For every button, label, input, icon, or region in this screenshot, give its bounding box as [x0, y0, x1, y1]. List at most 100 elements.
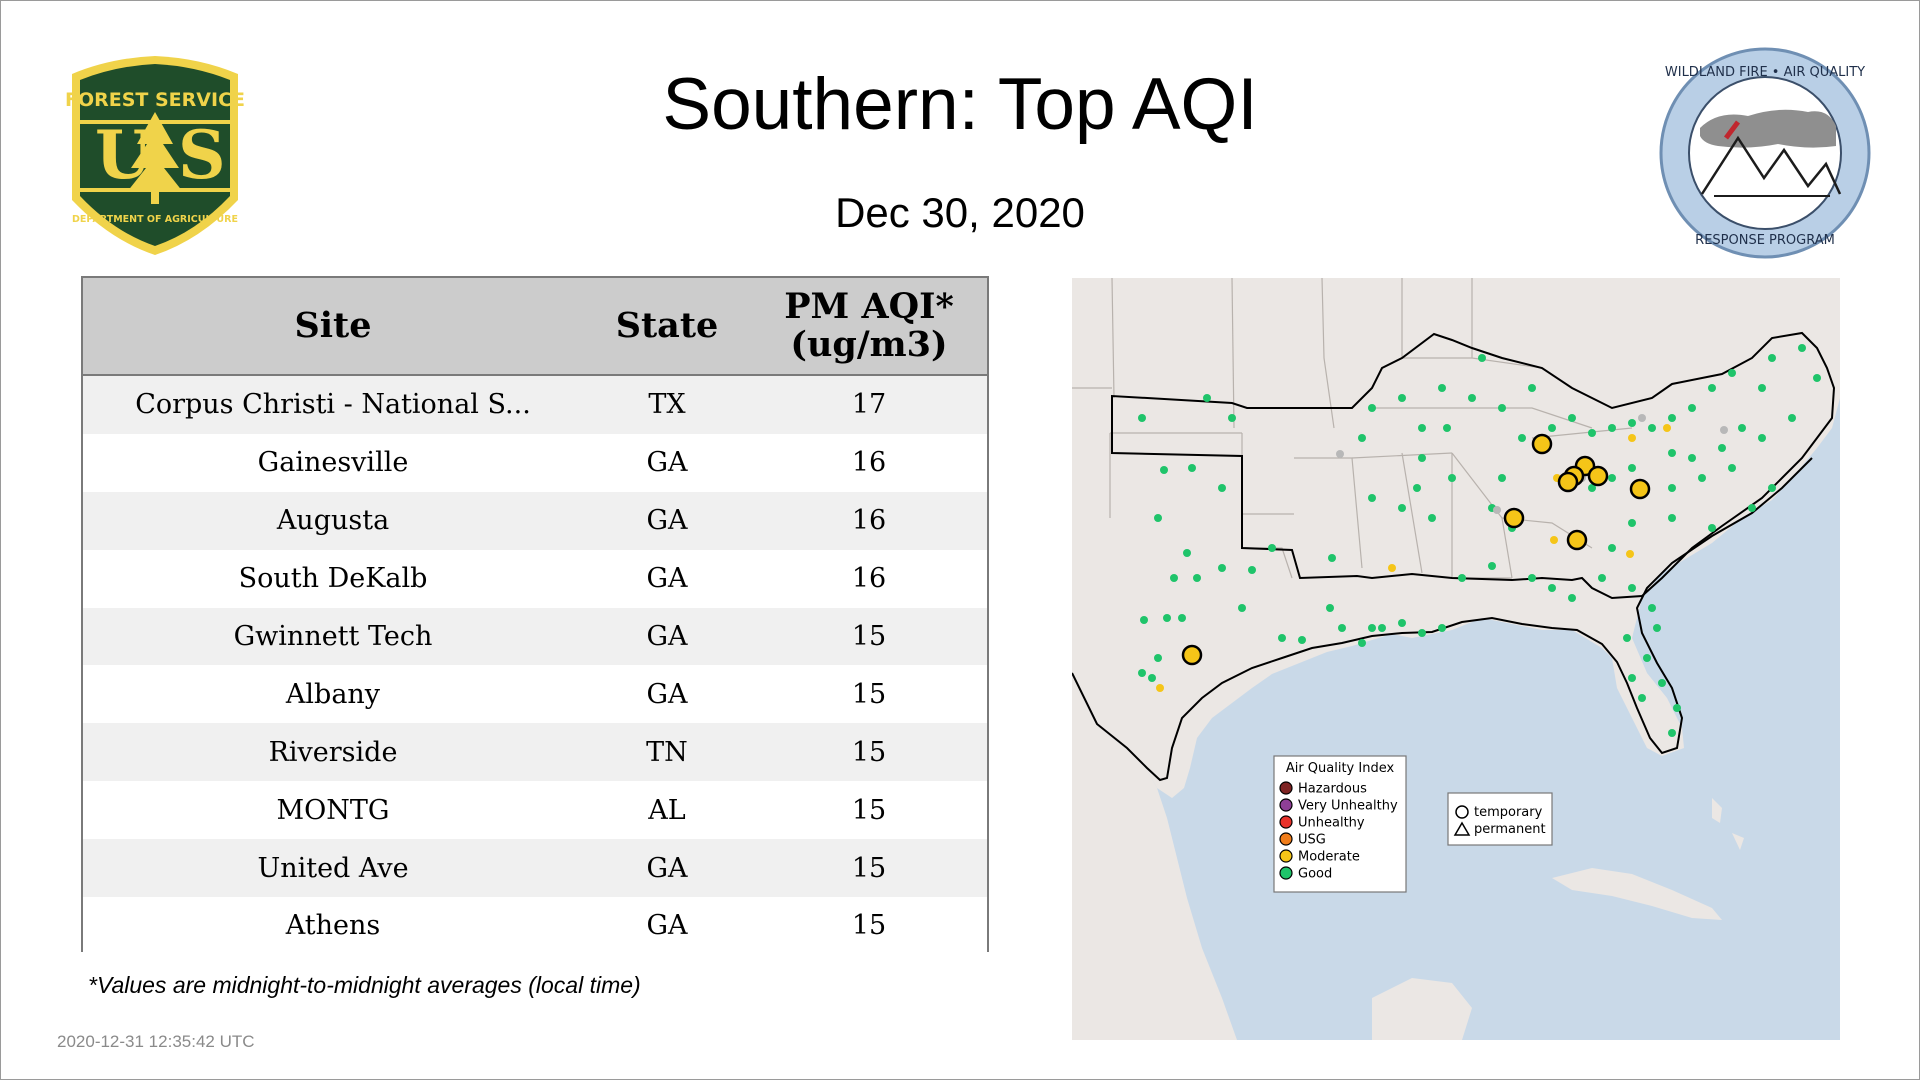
monitor-dot [1698, 474, 1706, 482]
monitor-dot [1788, 414, 1796, 422]
cell-state: TX [583, 375, 751, 434]
monitor-dot [1218, 564, 1226, 572]
southern-region-outline [1111, 331, 1836, 600]
monitor-dot [1728, 464, 1736, 472]
monitor-dot [1643, 654, 1651, 662]
column-header-state: State [583, 278, 751, 376]
cell-value: 15 [751, 607, 987, 666]
monitor-dot [1388, 564, 1396, 572]
monitor-dot [1278, 634, 1286, 642]
legend-label: Unhealthy [1298, 816, 1365, 831]
cell-site: MONTG [83, 781, 583, 840]
monitor-dot [1154, 654, 1162, 662]
monitor-dot [1140, 616, 1148, 624]
monitor-dot [1478, 354, 1486, 362]
shape-legend-temporary: temporary [1474, 805, 1543, 820]
generated-timestamp: 2020-12-31 12:35:42 UTC [57, 1032, 255, 1051]
column-header-site: Site [83, 278, 583, 376]
legend-swatch-usg [1279, 832, 1293, 846]
monitor-dot [1443, 424, 1451, 432]
monitor-dot [1170, 574, 1178, 582]
legend-label: USG [1298, 833, 1326, 848]
shape-legend-permanent: permanent [1474, 822, 1546, 837]
monitor-dot [1163, 614, 1171, 622]
monitor-dot [1160, 466, 1168, 474]
monitor-dot [1748, 504, 1756, 512]
cell-state: TN [583, 723, 751, 782]
cell-state: GA [583, 433, 751, 492]
monitor-dot [1338, 624, 1346, 632]
monitor-dot [1638, 414, 1646, 422]
monitor-dot [1458, 574, 1466, 582]
top-site-marker [1629, 478, 1651, 500]
monitor-dot [1488, 562, 1496, 570]
logo-bottom-text: DEPARTMENT OF AGRICULTURE [72, 214, 238, 225]
monitor-dot [1138, 669, 1146, 677]
logo-top-text: FOREST SERVICE [65, 89, 245, 111]
monitor-dot [1498, 404, 1506, 412]
legend-label: Hazardous [1298, 782, 1367, 797]
monitor-dot [1326, 604, 1334, 612]
monitor-dot [1588, 429, 1596, 437]
monitor-dot [1708, 384, 1716, 392]
monitor-dot [1358, 639, 1366, 647]
monitor-dot [1438, 384, 1446, 392]
cell-site: Augusta [83, 491, 583, 550]
monitor-dot [1668, 449, 1676, 457]
table-header-row: Site State PM AQI* (ug/m3) [83, 278, 987, 376]
table-row: Athens GA 15 [83, 897, 987, 955]
cell-site: South DeKalb [83, 549, 583, 608]
monitor-dot [1668, 514, 1676, 522]
monitor-dot [1628, 434, 1636, 442]
monitor-dot [1428, 514, 1436, 522]
footnote: *Values are midnight-to-midnight average… [88, 972, 641, 998]
monitor-dot [1148, 674, 1156, 682]
cell-site: Gwinnett Tech [83, 607, 583, 666]
monitor-dot [1688, 404, 1696, 412]
badge-bottom-text: RESPONSE PROGRAM [1695, 233, 1835, 248]
monitor-dot [1628, 419, 1636, 427]
table-row: Augusta GA 16 [83, 491, 987, 550]
monitor-dot [1628, 519, 1636, 527]
monitor-dot [1568, 594, 1576, 602]
column-header-pm-aqi-line2: (ug/m3) [790, 324, 948, 365]
monitor-dot [1368, 404, 1376, 412]
cell-value: 17 [751, 375, 987, 434]
legend-swatch-moderate [1279, 849, 1293, 863]
monitor-dot [1193, 574, 1201, 582]
monitor-dot [1598, 574, 1606, 582]
table-row: Gwinnett Tech GA 15 [83, 607, 987, 666]
monitor-dot [1688, 454, 1696, 462]
monitor-dot [1608, 474, 1616, 482]
monitor-dot [1418, 454, 1426, 462]
monitor-dot [1183, 549, 1191, 557]
monitor-dot [1218, 484, 1226, 492]
shape-legend: temporary permanent [1447, 792, 1553, 846]
top-site-marker [1566, 529, 1588, 551]
monitor-dot [1398, 504, 1406, 512]
monitor-dot [1398, 619, 1406, 627]
monitor-dot [1248, 566, 1256, 574]
map-land-bahamas [1712, 798, 1744, 850]
cell-state: GA [583, 897, 751, 955]
monitor-dot [1738, 424, 1746, 432]
cell-site: Corpus Christi - National S... [83, 375, 583, 434]
cell-site: Albany [83, 665, 583, 724]
legend-label: Moderate [1298, 850, 1360, 865]
good-monitors [1138, 344, 1821, 737]
cell-value: 15 [751, 665, 987, 724]
monitor-dot [1528, 384, 1536, 392]
monitor-dot [1188, 464, 1196, 472]
monitor-dot [1628, 584, 1636, 592]
table-row: Corpus Christi - National S... TX 17 [83, 375, 987, 434]
missing-monitors [1336, 414, 1728, 514]
monitor-dot [1648, 604, 1656, 612]
monitor-dot [1268, 544, 1276, 552]
cell-value: 15 [751, 897, 987, 955]
table-row: South DeKalb GA 16 [83, 549, 987, 608]
aqi-map: Air Quality Index Hazardous Very Unhealth… [1072, 278, 1840, 1040]
legend-swatch-good [1279, 866, 1293, 880]
table-row: Gainesville GA 16 [83, 433, 987, 492]
top-aqi-table: Site State PM AQI* (ug/m3) Corpus Christ… [81, 276, 989, 955]
cell-state: GA [583, 491, 751, 550]
